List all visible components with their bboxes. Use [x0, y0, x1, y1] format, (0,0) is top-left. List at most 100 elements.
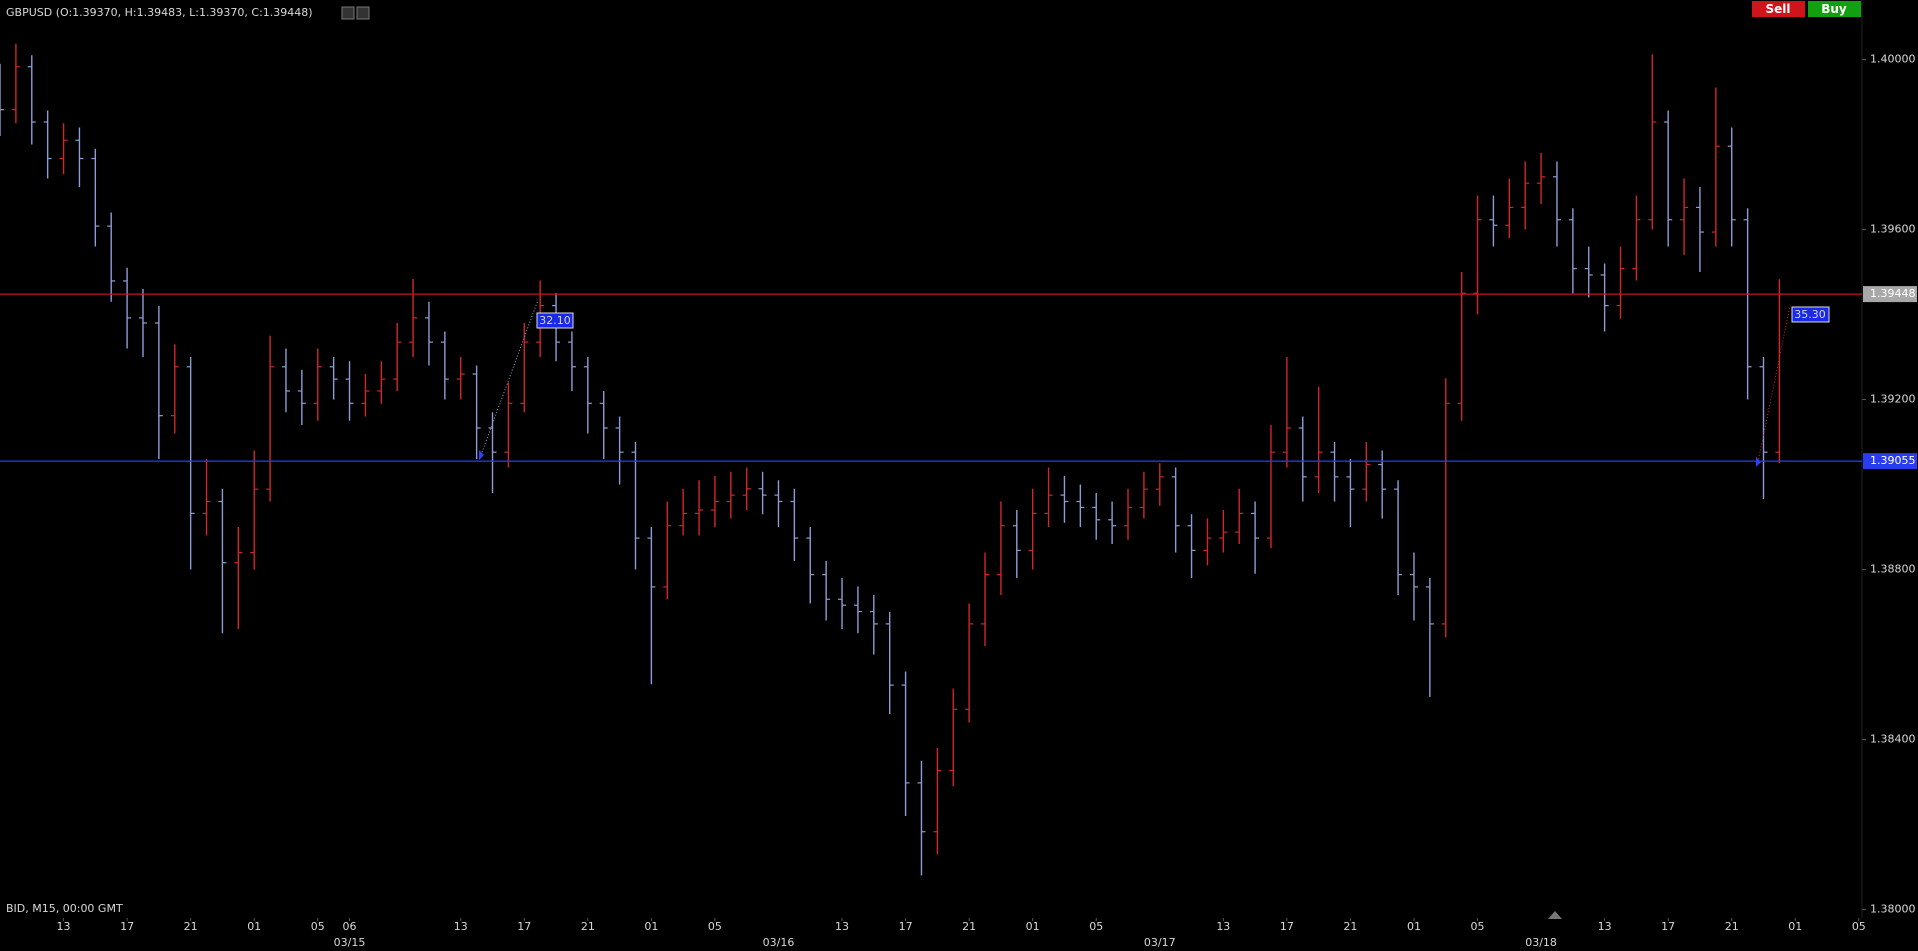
ohlc-bar	[996, 501, 1005, 595]
ohlc-bar	[1759, 357, 1768, 499]
ohlc-bar	[1314, 386, 1323, 493]
ohlc-bar	[1425, 578, 1434, 697]
ohlc-bar	[1648, 54, 1657, 230]
ohlc-bar	[472, 365, 481, 459]
x-tick-label: 05	[1852, 920, 1866, 933]
plot-area	[0, 43, 1784, 876]
y-tick-label: 1.38400	[1870, 733, 1916, 746]
sell-button[interactable]	[1752, 1, 1805, 17]
ohlc-bar	[1092, 493, 1101, 540]
ohlc-bar	[1251, 501, 1260, 574]
price-label: 1.39055	[1870, 454, 1916, 467]
ohlc-bar	[1711, 87, 1720, 247]
ohlc-bar	[123, 267, 132, 349]
ohlc-bar	[1155, 463, 1164, 506]
ohlc-bar	[456, 357, 465, 400]
ohlc-bar	[138, 289, 147, 357]
ohlc-bar	[297, 369, 306, 425]
buy-button[interactable]	[1808, 1, 1861, 17]
ohlc-bar	[266, 335, 275, 502]
ohlc-bar	[631, 442, 640, 570]
y-tick-label: 1.38000	[1870, 903, 1916, 916]
ohlc-bar	[774, 480, 783, 527]
ohlc-bar	[1489, 195, 1498, 247]
ohlc-bar	[1108, 501, 1117, 544]
header-icon[interactable]	[341, 6, 355, 20]
ohlc-bar	[1282, 357, 1291, 468]
ohlc-bar	[1537, 153, 1546, 204]
price-label: 1.39448	[1870, 287, 1916, 300]
ohlc-bar	[933, 748, 942, 855]
ohlc-bar	[1568, 208, 1577, 294]
ohlc-bar	[234, 527, 243, 629]
x-tick-label: 05	[1089, 920, 1103, 933]
y-tick-label: 1.39600	[1870, 223, 1916, 236]
ohlc-bar	[154, 306, 163, 459]
ohlc-bar	[1600, 263, 1609, 332]
ohlc-bar	[520, 323, 529, 413]
ohlc-bar	[917, 760, 926, 876]
x-tick-label: 01	[247, 920, 261, 933]
ohlc-bar	[59, 123, 68, 175]
x-tick-label: 13	[1598, 920, 1612, 933]
x-tick-label: 13	[1216, 920, 1230, 933]
date-tick-label: 03/15	[334, 936, 366, 949]
ohlc-bar	[75, 127, 84, 187]
ohlc-bar	[1171, 467, 1180, 553]
buy-label[interactable]: Buy	[1821, 2, 1847, 16]
ohlc-bar	[504, 382, 513, 468]
ohlc-bar	[440, 331, 449, 400]
ohlc-bar	[43, 110, 52, 179]
ohlc-bar	[1584, 246, 1593, 298]
ohlc-bar	[742, 467, 751, 510]
ohlc-bar	[567, 331, 576, 391]
sell-label[interactable]: Sell	[1765, 2, 1790, 16]
ohlc-bar	[313, 348, 322, 421]
price-label-box	[1863, 453, 1917, 470]
ohlc-bar	[1012, 510, 1021, 578]
y-tick-label: 1.40000	[1870, 53, 1916, 66]
ohlc-bar	[11, 43, 20, 124]
ohlc-bar	[901, 671, 910, 816]
x-tick-label: 17	[1280, 920, 1294, 933]
ohlc-bar	[1028, 488, 1037, 570]
ohlc-bar	[790, 488, 799, 561]
x-tick-label: 01	[1788, 920, 1802, 933]
ohlc-bar	[250, 450, 259, 570]
measure-line	[480, 299, 539, 456]
ohlc-bar	[1664, 110, 1673, 247]
ohlc-bar	[1187, 514, 1196, 578]
ohlc-bar	[1457, 272, 1466, 421]
ohlc-bar	[949, 688, 958, 787]
ohlc-bar	[1044, 467, 1053, 527]
ohlc-bar	[1409, 552, 1418, 621]
ohlc-bar	[1552, 161, 1561, 247]
ohlc-bar	[1219, 510, 1228, 553]
ohlc-bar	[1266, 425, 1275, 549]
ohlc-bar	[329, 357, 338, 400]
scroll-marker[interactable]	[1548, 911, 1562, 919]
ohlc-bar	[758, 471, 767, 515]
ohlc-bar	[1743, 208, 1752, 400]
x-tick-label: 21	[581, 920, 595, 933]
ohlc-bar	[0, 63, 4, 136]
ohlc-bar	[1680, 178, 1689, 255]
measure-line	[1757, 305, 1791, 463]
x-tick-label: 06	[343, 920, 357, 933]
ohlc-bar	[726, 471, 735, 519]
ohlc-bar	[710, 476, 719, 527]
ohlc-bar	[488, 412, 497, 493]
header-icon[interactable]	[356, 6, 370, 20]
ohlc-bar	[218, 488, 227, 634]
x-tick-label: 21	[962, 920, 976, 933]
ohlc-bar	[202, 459, 211, 536]
ohlc-bar	[965, 603, 974, 723]
symbol-header: GBPUSD (O:1.39370, H:1.39483, L:1.39370,…	[6, 6, 313, 19]
ohlc-bar	[1695, 187, 1704, 272]
ohlc-bar	[170, 344, 179, 434]
ohlc-bar	[1394, 480, 1403, 595]
ohlc-bar	[1203, 518, 1212, 566]
ohlc-bar	[424, 301, 433, 366]
